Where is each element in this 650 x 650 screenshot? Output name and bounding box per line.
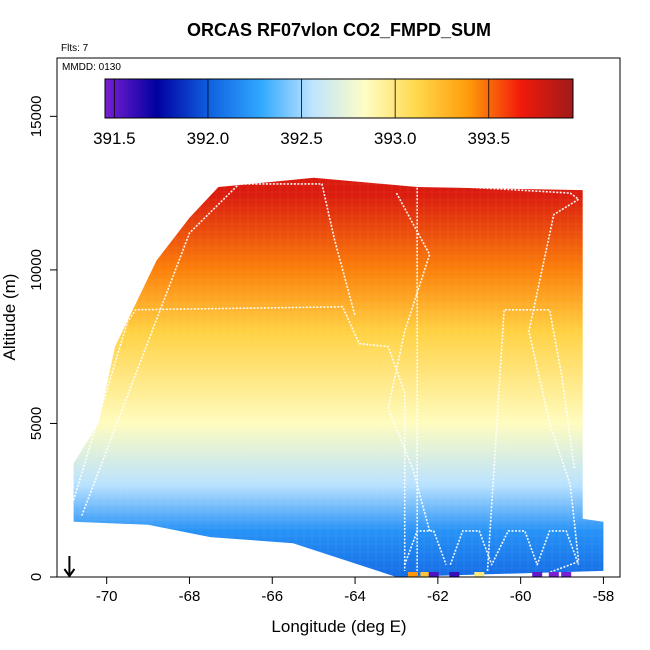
- x-tick-label: -62: [427, 588, 449, 605]
- colorbar-tick-label: 392.5: [280, 129, 323, 148]
- surface-marker: [548, 572, 559, 577]
- flights-label: Flts: 7: [61, 43, 89, 54]
- colorbar-tick-label: 392.0: [187, 129, 230, 148]
- flight-track: [72, 305, 406, 571]
- y-axis: 0 5000 10000 15000: [28, 95, 57, 581]
- location-arrow: [63, 556, 76, 578]
- x-tick-label: -70: [96, 588, 118, 605]
- surface-markers: [408, 572, 572, 577]
- surface-marker: [532, 572, 543, 577]
- flight-track: [81, 183, 356, 516]
- colorbar-tick-lines: [113, 79, 490, 118]
- y-tick-label: 15000: [28, 95, 45, 137]
- colorbar-tick-labels: 391.5 392.0 392.5 393.0 393.5: [93, 129, 510, 148]
- surface-marker: [428, 572, 439, 577]
- colorbar-gradient: [105, 79, 573, 118]
- plot-frame: [56, 57, 621, 578]
- flight-track: [486, 308, 576, 571]
- surface-marker: [474, 572, 485, 577]
- colorbar: 391.5 392.0 392.5 393.0 393.5: [93, 78, 574, 148]
- y-tick-label: 0: [28, 573, 45, 581]
- y-axis-label: Altitude (m): [0, 274, 19, 361]
- x-tick-label: -68: [179, 588, 201, 605]
- x-tick-label: -64: [344, 588, 366, 605]
- flight-track: [403, 530, 447, 565]
- flight-track: [387, 192, 431, 532]
- colorbar-tick-label: 391.5: [93, 129, 136, 148]
- y-tick-label: 10000: [28, 249, 45, 291]
- colorbar-tick-label: 393.0: [374, 129, 417, 148]
- flight-track: [449, 530, 580, 566]
- arrow-head: [63, 568, 76, 578]
- surface-marker: [449, 572, 460, 577]
- flight-tracks: [72, 180, 580, 574]
- flight-track: [412, 183, 580, 574]
- x-tick-label: -60: [510, 588, 532, 605]
- colorbar-frame: [104, 78, 574, 119]
- x-axis-label: Longitude (deg E): [271, 617, 406, 636]
- mmdd-label: MMDD: 0130: [62, 62, 121, 73]
- surface-marker: [420, 572, 431, 577]
- x-axis: -70 -68 -66 -64 -62 -60 -58: [96, 577, 614, 605]
- surface-marker: [561, 572, 572, 577]
- chart-title: ORCAS RF07vlon CO2_FMPD_SUM: [187, 20, 491, 40]
- colorbar-tick-label: 393.5: [467, 129, 510, 148]
- x-tick-label: -58: [593, 588, 615, 605]
- y-tick-label: 5000: [28, 407, 45, 440]
- surface-marker: [408, 572, 418, 577]
- x-tick-label: -66: [261, 588, 283, 605]
